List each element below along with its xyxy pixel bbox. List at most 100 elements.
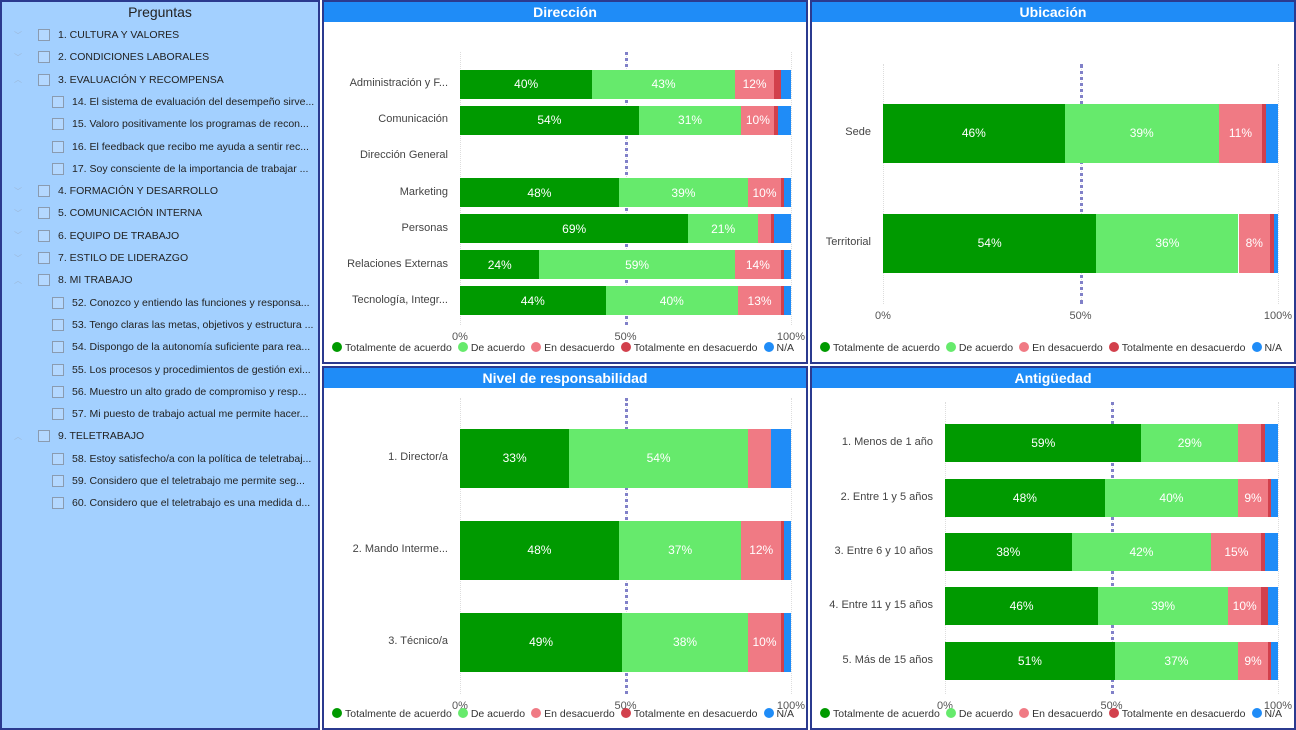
bar-segment-n-a[interactable] [781, 69, 791, 99]
slicer-item[interactable]: 14. El sistema de evaluación del desempe… [52, 93, 314, 111]
bar-segment-totalmente-de-acuerdo[interactable]: 69% [460, 214, 689, 244]
chevron-down-icon[interactable]: ﹀ [14, 30, 22, 40]
legend-item[interactable]: En desacuerdo [531, 708, 615, 720]
legend-item[interactable]: N/A [1251, 342, 1282, 354]
bar-segment-n-a[interactable] [784, 178, 791, 207]
legend-item[interactable]: Totalmente en desacuerdo [1108, 342, 1246, 354]
slicer-item[interactable]: 53. Tengo claras las metas, objetivos y … [52, 316, 313, 334]
legend-item[interactable]: Totalmente en desacuerdo [620, 342, 758, 354]
bar-segment-de-acuerdo[interactable]: 37% [1114, 641, 1239, 680]
slicer-item[interactable]: ﹀ 6. EQUIPO DE TRABAJO [14, 227, 179, 245]
legend-item[interactable]: De acuerdo [457, 708, 525, 720]
bar-segment-totalmente-en-desacuerdo[interactable] [771, 214, 775, 244]
bar-segment-en-desacuerdo[interactable]: 13% [738, 286, 782, 316]
checkbox[interactable] [52, 475, 64, 487]
bar-segment-n-a[interactable] [1271, 641, 1278, 680]
bar-segment-en-desacuerdo[interactable]: 12% [741, 520, 782, 580]
bar-segment-n-a[interactable] [784, 612, 791, 672]
bar-segment-totalmente-en-desacuerdo[interactable] [781, 178, 785, 207]
bar-segment-en-desacuerdo[interactable] [1238, 424, 1262, 463]
bar-segment-de-acuerdo[interactable]: 29% [1141, 424, 1239, 463]
bar-segment-n-a[interactable] [777, 105, 791, 135]
slicer-item[interactable]: 16. El feedback que recibo me ayuda a se… [52, 138, 309, 156]
checkbox[interactable] [52, 497, 64, 510]
bar-segment-totalmente-de-acuerdo[interactable]: 44% [460, 286, 606, 316]
bar-segment-n-a[interactable] [784, 286, 791, 316]
checkbox[interactable] [38, 73, 50, 86]
legend-item[interactable]: De acuerdo [457, 342, 525, 354]
slicer-item[interactable]: ﹀ 7. ESTILO DE LIDERAZGO [14, 249, 188, 267]
bar-segment-en-desacuerdo[interactable]: 8% [1238, 213, 1271, 273]
bar-segment-n-a[interactable] [1271, 478, 1278, 517]
legend-item[interactable]: Totalmente de acuerdo [820, 708, 940, 720]
bar-segment-totalmente-de-acuerdo[interactable]: 48% [945, 478, 1105, 517]
bar-segment-totalmente-de-acuerdo[interactable]: 46% [883, 103, 1065, 163]
bar-segment-en-desacuerdo[interactable]: 9% [1238, 478, 1268, 517]
bar-segment-totalmente-en-desacuerdo[interactable] [1261, 587, 1268, 626]
chevron-down-icon[interactable]: ﹀ [14, 52, 22, 62]
legend-item[interactable]: En desacuerdo [531, 342, 615, 354]
bar-segment-totalmente-de-acuerdo[interactable]: 54% [460, 105, 639, 135]
slicer-item[interactable]: 60. Considero que el teletrabajo es una … [52, 494, 310, 512]
bar-segment-en-desacuerdo[interactable]: 10% [747, 178, 782, 207]
legend-item[interactable]: De acuerdo [945, 342, 1013, 354]
legend-item[interactable]: N/A [763, 708, 794, 720]
checkbox[interactable] [38, 252, 50, 264]
chevron-down-icon[interactable]: ﹀ [14, 208, 22, 218]
slicer-item[interactable]: 58. Estoy satisfecho/a con la política d… [52, 450, 311, 468]
bar-segment-en-desacuerdo[interactable]: 10% [1228, 587, 1262, 626]
slicer-item[interactable]: 54. Dispongo de la autonomía suficiente … [52, 338, 310, 356]
slicer-item[interactable]: 57. Mi puesto de trabajo actual me permi… [52, 405, 308, 423]
legend-item[interactable]: Totalmente de acuerdo [332, 708, 452, 720]
bar-segment-n-a[interactable] [784, 250, 791, 280]
chevron-down-icon[interactable]: ﹀ [14, 186, 22, 196]
bar-segment-totalmente-de-acuerdo[interactable]: 54% [883, 213, 1097, 273]
bar-segment-de-acuerdo[interactable]: 39% [1064, 103, 1219, 163]
bar-segment-en-desacuerdo[interactable]: 12% [734, 69, 775, 99]
bar-segment-n-a[interactable] [771, 428, 791, 488]
bar-segment-n-a[interactable] [1264, 533, 1278, 571]
bar-segment-totalmente-de-acuerdo[interactable]: 46% [945, 587, 1099, 626]
slicer-item[interactable]: ︿ 8. MI TRABAJO [14, 271, 133, 289]
bar-segment-en-desacuerdo[interactable]: 10% [741, 105, 775, 135]
slicer-item[interactable]: 52. Conozco y entiendo las funciones y r… [52, 294, 310, 312]
bar-segment-totalmente-de-acuerdo[interactable]: 40% [460, 69, 593, 99]
bar-segment-de-acuerdo[interactable]: 42% [1071, 533, 1212, 571]
bar-segment-totalmente-de-acuerdo[interactable]: 51% [945, 641, 1115, 680]
bar-segment-de-acuerdo[interactable]: 59% [539, 250, 735, 280]
bar-segment-de-acuerdo[interactable]: 37% [618, 520, 742, 580]
checkbox[interactable] [52, 408, 64, 421]
bar-segment-n-a[interactable] [1266, 103, 1278, 163]
bar-segment-de-acuerdo[interactable]: 40% [605, 286, 739, 316]
bar-segment-totalmente-de-acuerdo[interactable]: 38% [945, 533, 1072, 571]
chevron-up-icon[interactable]: ︿ [14, 431, 22, 441]
checkbox[interactable] [38, 29, 50, 41]
slicer-item[interactable]: ︿ 3. EVALUACIÓN Y RECOMPENSA [14, 71, 224, 89]
chevron-down-icon[interactable]: ﹀ [14, 231, 22, 241]
bar-segment-totalmente-en-desacuerdo[interactable] [781, 286, 785, 316]
bar-segment-totalmente-en-desacuerdo[interactable] [781, 612, 785, 672]
bar-segment-n-a[interactable] [774, 214, 791, 244]
checkbox[interactable] [52, 318, 64, 331]
bar-segment-n-a[interactable] [1264, 424, 1278, 463]
slicer-item[interactable]: 59. Considero que el teletrabajo me perm… [52, 472, 305, 490]
checkbox[interactable] [52, 363, 64, 376]
bar-segment-en-desacuerdo[interactable]: 11% [1218, 103, 1263, 163]
bar-segment-n-a[interactable] [784, 520, 791, 580]
slicer-item[interactable]: ︿ 9. TELETRABAJO [14, 427, 144, 445]
bar-segment-en-desacuerdo[interactable]: 9% [1238, 641, 1268, 680]
bar-segment-de-acuerdo[interactable]: 39% [618, 178, 748, 207]
checkbox[interactable] [38, 207, 50, 220]
bar-segment-totalmente-en-desacuerdo[interactable] [774, 69, 782, 99]
legend-item[interactable]: N/A [763, 342, 794, 354]
checkbox[interactable] [52, 296, 64, 309]
legend-item[interactable]: Totalmente de acuerdo [820, 342, 940, 354]
bar-segment-totalmente-en-desacuerdo[interactable] [1270, 213, 1275, 273]
legend-item[interactable]: En desacuerdo [1019, 342, 1103, 354]
legend-item[interactable]: Totalmente de acuerdo [332, 342, 452, 354]
checkbox[interactable] [52, 118, 64, 131]
bar-segment-totalmente-de-acuerdo[interactable]: 48% [460, 520, 619, 580]
bar-segment-de-acuerdo[interactable]: 21% [688, 214, 758, 244]
checkbox[interactable] [38, 185, 50, 198]
bar-segment-totalmente-en-desacuerdo[interactable] [781, 520, 785, 580]
